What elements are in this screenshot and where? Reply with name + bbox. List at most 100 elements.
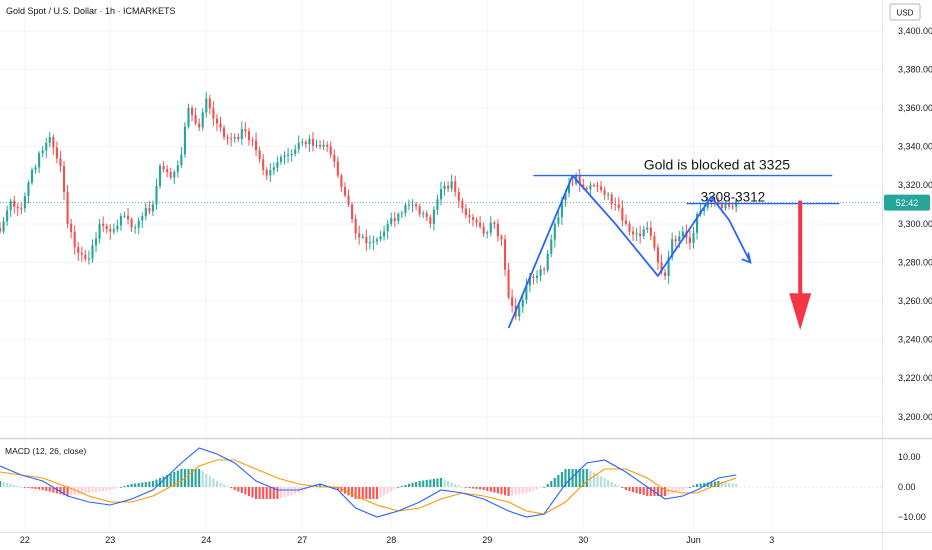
candle-body <box>663 272 667 276</box>
candle-body <box>503 239 507 270</box>
macd-histogram-bar <box>710 482 713 487</box>
macd-histogram-bar <box>62 487 66 496</box>
macd-histogram-bar <box>390 487 393 491</box>
macd-histogram-bar <box>180 469 183 487</box>
candle-body <box>397 214 400 221</box>
macd-histogram-bar <box>471 487 475 489</box>
macd-histogram-bar <box>432 479 435 487</box>
macd-histogram-bar <box>233 487 236 490</box>
candle-body <box>116 225 119 230</box>
macd-histogram-bar <box>144 482 147 487</box>
macd-histogram-bar <box>91 487 94 493</box>
candle-body <box>16 206 19 209</box>
macd-histogram-bar <box>23 487 26 488</box>
candle-body <box>2 221 5 232</box>
macd-histogram-bar <box>511 487 514 496</box>
candle-body <box>553 223 556 240</box>
candle-body <box>688 237 692 244</box>
macd-histogram-bar <box>685 487 688 489</box>
candle-body <box>59 158 62 166</box>
macd-histogram-bar <box>2 482 5 487</box>
price-tick-label: 3,340.00 <box>898 142 932 152</box>
macd-histogram-bar <box>521 487 524 494</box>
candle-body <box>226 136 229 139</box>
candle-body <box>560 200 563 218</box>
macd-histogram-bar <box>34 487 37 489</box>
candle-body <box>34 167 37 170</box>
candle-body <box>493 222 496 224</box>
candle-body <box>407 204 411 206</box>
candle-body <box>62 165 66 193</box>
macd-histogram-bar <box>671 487 674 494</box>
candle-body <box>518 306 521 317</box>
macd-histogram-bar <box>703 483 706 487</box>
candle-body <box>656 247 660 263</box>
candle-body <box>315 144 318 146</box>
currency-badge-text: USD <box>897 9 914 18</box>
candle-body <box>112 229 115 232</box>
macd-histogram-bar <box>496 487 499 494</box>
candle-body <box>329 146 332 155</box>
macd-histogram-bar <box>656 487 660 496</box>
macd-histogram-bar <box>571 469 574 487</box>
macd-histogram-bar <box>386 487 389 493</box>
candle-body <box>599 186 603 191</box>
macd-histogram-bar <box>290 487 293 495</box>
candle-body <box>624 220 628 224</box>
candle-body <box>301 141 304 143</box>
candle-body <box>240 129 243 140</box>
macd-histogram-bar <box>262 487 265 499</box>
candle-body <box>706 200 709 208</box>
candle-body <box>130 219 133 228</box>
macd-histogram-bar <box>77 487 80 495</box>
macd-histogram-bar <box>368 487 371 499</box>
candle-body <box>695 214 699 233</box>
macd-histogram-bar <box>265 487 268 499</box>
macd-histogram-bar <box>219 482 222 487</box>
candle-body <box>525 285 528 300</box>
macd-histogram-bar <box>222 484 226 487</box>
macd-histogram-bar <box>336 487 339 490</box>
candle-body <box>649 227 652 237</box>
candle-body <box>205 98 208 113</box>
candle-body <box>269 170 272 176</box>
macd-histogram-bar <box>443 479 446 487</box>
candle-body <box>30 169 34 183</box>
currency-badge[interactable]: USD <box>889 3 921 21</box>
candle-body <box>180 154 183 166</box>
macd-histogram-bar <box>105 487 108 491</box>
macd-histogram-bar <box>358 487 361 499</box>
candle-body <box>383 231 386 237</box>
price-tick-label: 3,380.00 <box>898 64 932 74</box>
macd-tick-label: 10.00 <box>898 452 921 462</box>
macd-histogram-bar <box>564 469 567 487</box>
macd-histogram-bar <box>482 487 485 490</box>
macd-histogram-bar <box>425 480 428 487</box>
candle-body <box>9 200 12 211</box>
resistance-label: Gold is blocked at 3325 <box>644 157 791 173</box>
candle-body <box>66 192 69 224</box>
macd-histogram-bar <box>411 483 414 487</box>
candle-body <box>457 192 460 201</box>
macd-histogram-bar <box>500 487 503 495</box>
macd-histogram-bar <box>151 481 154 487</box>
macd-histogram-bar <box>272 487 275 499</box>
macd-histogram-bar <box>407 484 411 487</box>
macd-histogram-bar <box>479 487 482 490</box>
macd-histogram-bar <box>418 481 421 487</box>
candle-body <box>471 217 475 220</box>
macd-histogram-bar <box>27 487 30 488</box>
macd-histogram-bar <box>639 487 642 494</box>
macd-histogram-bar <box>84 487 87 494</box>
macd-histogram-bar <box>208 476 211 487</box>
macd-histogram-bar <box>194 469 197 487</box>
candle-body <box>219 123 222 128</box>
candle-body <box>543 269 546 271</box>
macd-histogram-bar <box>112 487 115 489</box>
macd-histogram-bar <box>447 481 450 487</box>
macd-histogram-bar <box>575 469 578 487</box>
candle-body <box>194 115 197 124</box>
macd-histogram-bar <box>678 487 681 492</box>
candle-body <box>386 223 389 232</box>
